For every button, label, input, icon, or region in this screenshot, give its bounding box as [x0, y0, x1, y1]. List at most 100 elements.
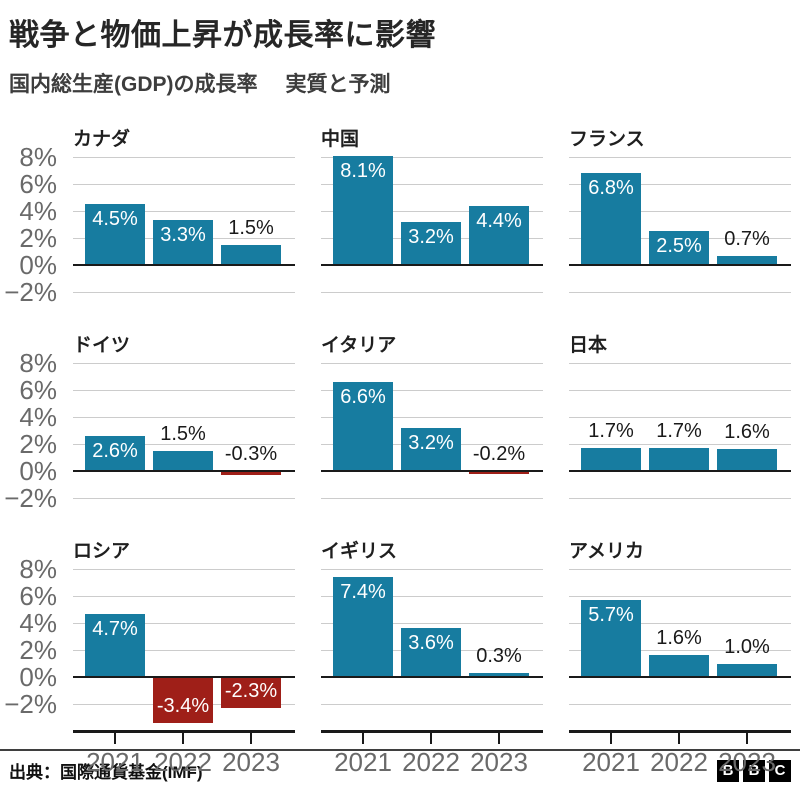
- value-label: 4.7%: [92, 617, 138, 640]
- plot-area: 8.1% 3.2% 4.4%: [321, 155, 543, 293]
- x-tick-label: 2021: [334, 747, 392, 777]
- plot-wrapper: 6.8% 2.5% 0.7%: [569, 157, 791, 293]
- bar-2022: [649, 448, 709, 471]
- gridline: [73, 498, 295, 499]
- y-tick-label: −2%: [4, 483, 57, 513]
- gridline: [73, 292, 295, 293]
- page-title: 戦争と物価上昇が成長率に影響: [9, 19, 436, 52]
- x-axis-line: [569, 730, 791, 733]
- gridline: [569, 623, 791, 624]
- subtitle-measure: 国内総生産(GDP)の成長率: [9, 73, 258, 96]
- bar-2023: [717, 663, 777, 677]
- bbc-logo: B B C: [717, 759, 791, 782]
- plot-area: 1.7% 1.7% 1.6%: [569, 363, 791, 499]
- y-tick-label: 6%: [19, 169, 57, 199]
- x-tick-label: 2023: [718, 747, 776, 777]
- gridline: [321, 704, 543, 705]
- bar-2021: [581, 600, 641, 677]
- value-label: 3.2%: [408, 431, 454, 454]
- gridline: [321, 292, 543, 293]
- plot-wrapper: 4.7% -3.4% -2.3% 2021 2022 2023 8% 6% 4% 2% 0% −2%: [4, 554, 295, 777]
- gridline: [321, 184, 543, 185]
- value-label: -3.4%: [156, 694, 210, 717]
- value-label: 3.6%: [408, 632, 454, 655]
- panel-title: アメリカ: [569, 541, 645, 562]
- bar-2021: [85, 435, 145, 471]
- y-tick-label: 2%: [19, 635, 57, 665]
- gridline: [73, 390, 295, 391]
- value-label: 1.7%: [588, 420, 634, 443]
- gridline: [321, 157, 543, 158]
- gridline: [73, 569, 295, 570]
- plot-wrapper: 6.6% 3.2% -0.2%: [321, 363, 543, 499]
- gridline: [321, 390, 543, 391]
- bar-2023: [221, 677, 281, 709]
- zero-axis-line: [569, 264, 791, 266]
- gridline: [569, 417, 791, 418]
- bar-2021: [581, 448, 641, 471]
- gridline: [569, 157, 791, 158]
- value-label: 1.5%: [228, 216, 274, 239]
- zero-axis-line: [321, 470, 543, 472]
- chart-panel: フランス 6.8% 2.5% 0.7%: [569, 124, 791, 293]
- x-axis-tick: [678, 732, 680, 744]
- plot-area: 6.8% 2.5% 0.7%: [569, 157, 791, 293]
- panel-title: イギリス: [321, 541, 398, 562]
- plot-area: 7.4% 3.6% 0.3% 2021 2022 2023: [321, 569, 543, 777]
- value-label: 1.6%: [724, 421, 770, 444]
- footer-divider: [0, 749, 800, 751]
- bar-2023: [717, 449, 777, 471]
- gridline: [569, 704, 791, 705]
- gridline: [321, 498, 543, 499]
- bbc-logo-letter: B: [717, 759, 739, 782]
- panel-title: イタリア: [321, 335, 397, 356]
- y-tick-label: −2%: [4, 689, 57, 719]
- chart-subtitle: 国内総生産(GDP)の成長率 実質と予測: [9, 68, 791, 98]
- gridline: [321, 596, 543, 597]
- bar-2023: [469, 471, 529, 474]
- zero-axis-line: [321, 264, 543, 266]
- plot-wrapper: 8.1% 3.2% 4.4%: [321, 155, 543, 293]
- chart-panel: アメリカ 5.7% 1.6% 1.0% 2021 2022 2023: [569, 536, 791, 777]
- x-axis-tick: [498, 732, 500, 744]
- gridline: [569, 596, 791, 597]
- gridline: [321, 417, 543, 418]
- charts-grid: カナダ 4.5% 3.3% 1.5% 8% 6% 4% 2% 0% −2% 中国 8.1% 3.2% 4.…: [4, 124, 791, 777]
- y-tick-label: 4%: [19, 608, 57, 638]
- y-tick-label: 6%: [19, 581, 57, 611]
- bar-2021: [85, 613, 145, 677]
- value-label: 6.6%: [340, 385, 386, 408]
- plot-wrapper: 7.4% 3.6% 0.3% 2021 2022 2023: [321, 569, 543, 777]
- value-label: 4.5%: [92, 208, 138, 231]
- gridline: [73, 596, 295, 597]
- value-label: 2.5%: [656, 235, 702, 258]
- plot-area: 2.6% 1.5% -0.3% 8% 6% 4% 2% 0% −2%: [4, 348, 295, 513]
- bar-2021: [333, 155, 393, 265]
- x-tick-label: 2023: [222, 747, 280, 777]
- gridline: [73, 444, 295, 445]
- panel-title: フランス: [569, 129, 645, 150]
- y-tick-label: 0%: [19, 662, 57, 692]
- chart-panel: カナダ 4.5% 3.3% 1.5% 8% 6% 4% 2% 0% −2%: [4, 124, 295, 307]
- x-axis-tick: [114, 732, 116, 744]
- y-tick-label: 8%: [19, 142, 57, 172]
- gridline: [321, 569, 543, 570]
- gridline: [321, 363, 543, 364]
- plot-area: 6.6% 3.2% -0.2%: [321, 363, 543, 499]
- plot-wrapper: 4.5% 3.3% 1.5% 8% 6% 4% 2% 0% −2%: [4, 142, 295, 307]
- x-axis-line: [321, 730, 543, 733]
- chart-panel: イギリス 7.4% 3.6% 0.3% 2021 2022 2023: [321, 536, 543, 777]
- value-label: 1.5%: [160, 422, 206, 445]
- bbc-logo-letter: C: [769, 759, 791, 782]
- x-tick-label: 2022: [154, 747, 212, 777]
- x-tick-label: 2022: [650, 747, 708, 777]
- plot-area: 5.7% 1.6% 1.0% 2021 2022 2023: [569, 569, 791, 777]
- y-tick-label: 6%: [19, 375, 57, 405]
- bar-2022: [649, 655, 709, 677]
- value-label: 1.7%: [656, 420, 702, 443]
- value-label: 0.7%: [724, 227, 770, 250]
- value-label: 2.6%: [92, 439, 138, 462]
- y-tick-label: 2%: [19, 223, 57, 253]
- gridline: [73, 211, 295, 212]
